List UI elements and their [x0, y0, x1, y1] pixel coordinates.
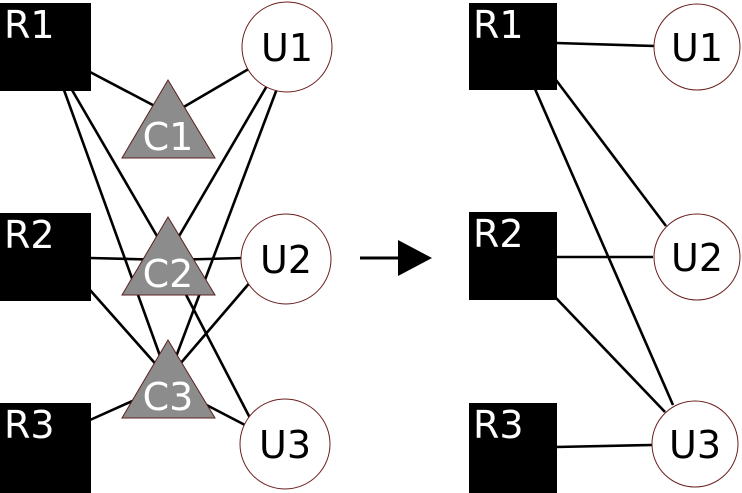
edge-right-r1-u1 [555, 41, 656, 48]
left-user-u2: U2 [240, 213, 332, 305]
right-resource-r3: R3 [469, 403, 557, 493]
left-graph: R1 R2 R3 C1 C2 C3 U1 U2 [0, 1, 333, 493]
node-label: R2 [4, 213, 55, 257]
right-user-u1: U1 [653, 3, 741, 91]
left-resource-r1: R1 [0, 3, 91, 91]
right-graph: R1 R2 R3 U1 U2 U3 [469, 3, 741, 493]
node-label: R3 [4, 403, 55, 447]
node-label: U1 [671, 26, 723, 70]
left-connector-c2: C2 [121, 216, 216, 296]
right-user-u2: U2 [653, 213, 741, 301]
right-user-u3: U3 [651, 400, 739, 488]
left-user-u1: U1 [241, 1, 333, 93]
edge-right-r2-u3 [555, 297, 666, 413]
node-label: C2 [143, 252, 194, 296]
edge-left-r1-c2 [70, 89, 170, 256]
node-label: U3 [259, 423, 311, 467]
node-label: R2 [473, 212, 524, 256]
left-resource-r2: R2 [0, 213, 91, 301]
transform-arrow-icon [360, 240, 432, 276]
node-label: U2 [671, 236, 723, 280]
left-connector-c3: C3 [121, 339, 216, 419]
edge-left-c3-u2 [167, 279, 253, 379]
left-resource-r3: R3 [0, 403, 91, 493]
node-label: R3 [473, 403, 524, 447]
node-label: R1 [4, 3, 55, 47]
left-connector-c1: C1 [121, 79, 216, 159]
node-label: C1 [143, 115, 194, 159]
node-label: U1 [261, 26, 313, 70]
edge-left-c2-u1 [166, 83, 270, 256]
node-label: U3 [669, 423, 721, 467]
left-user-u3: U3 [239, 398, 331, 490]
edge-left-c3-u1 [166, 85, 280, 379]
edge-right-r1-u3 [533, 88, 675, 406]
edge-left-r1-c3 [62, 89, 170, 379]
node-label: R1 [473, 3, 524, 47]
right-resource-r2: R2 [469, 212, 557, 300]
edge-right-r1-u2 [554, 79, 668, 227]
right-resource-r1: R1 [469, 3, 557, 90]
edge-right-r3-u3 [555, 443, 653, 449]
node-label: U2 [260, 238, 312, 282]
node-label: C3 [143, 375, 194, 419]
